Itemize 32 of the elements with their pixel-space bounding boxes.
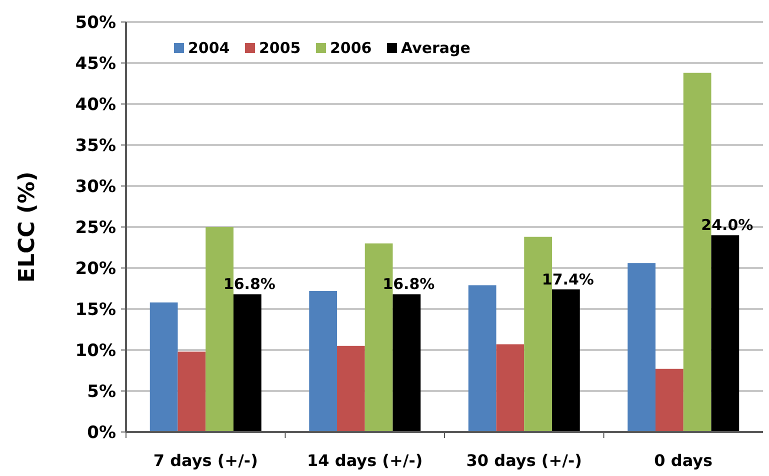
legend-label: 2006 (330, 39, 372, 57)
y-tick-label: 40% (75, 94, 116, 115)
bar (711, 235, 740, 432)
y-tick-label: 45% (75, 54, 116, 74)
bar (392, 294, 421, 432)
bar (178, 352, 206, 432)
x-tick-label: 0 days (654, 451, 713, 470)
y-tick-label: 15% (75, 300, 116, 320)
bar (656, 368, 684, 432)
y-tick-label: 5% (87, 382, 116, 402)
bar (150, 302, 178, 432)
x-tick-label: 30 days (+/-) (466, 451, 582, 470)
y-tick-label: 50% (75, 12, 116, 33)
y-tick-label: 0% (87, 422, 116, 443)
y-tick-label: 35% (75, 136, 116, 156)
y-tick-label: 30% (75, 176, 116, 197)
legend-label: 2004 (188, 39, 230, 57)
bar (337, 346, 365, 432)
bar (628, 263, 656, 432)
x-tick-label: 7 days (+/-) (153, 451, 258, 470)
y-tick-label: 10% (75, 340, 116, 361)
y-tick-label: 20% (75, 258, 116, 279)
bar (552, 289, 580, 432)
bar (468, 285, 496, 432)
x-tick-label: 14 days (+/-) (307, 451, 423, 470)
y-axis-title: ELCC (%) (15, 171, 40, 283)
bar (496, 344, 524, 432)
bar (309, 290, 338, 432)
y-tick-label: 25% (75, 218, 116, 238)
legend-label: Average (401, 39, 470, 57)
legend-label: 2005 (259, 39, 301, 57)
bar (233, 294, 262, 432)
